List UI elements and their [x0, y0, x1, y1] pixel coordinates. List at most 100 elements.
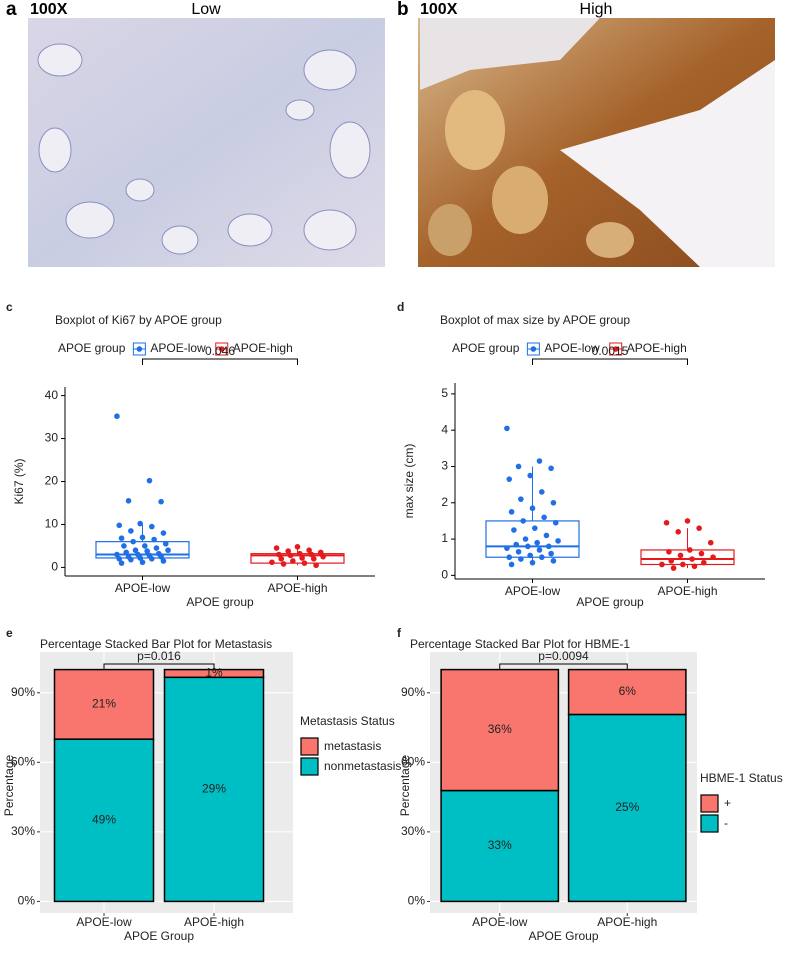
p-value: 0.046: [205, 344, 235, 358]
data-point: [280, 561, 287, 567]
y-tick-label: 0%: [18, 894, 36, 908]
data-point: [536, 547, 543, 553]
data-point: [527, 472, 533, 479]
image-panel-a: a 100X Low: [6, 0, 385, 267]
y-tick-label: 3: [441, 459, 448, 473]
data-point: [160, 530, 167, 536]
data-point: [139, 559, 146, 566]
data-point: [527, 552, 533, 559]
chart-title: Boxplot of max size by APOE group: [440, 313, 630, 327]
x-tick-label: APOE-low: [472, 915, 528, 929]
data-point: [162, 540, 169, 547]
y-axis-title: max size (cm): [402, 444, 416, 519]
tissue-texture: [420, 18, 775, 267]
data-point: [691, 563, 698, 570]
data-point: [663, 519, 670, 526]
data-point: [659, 561, 665, 568]
data-point: [285, 548, 292, 554]
value-label: 21%: [92, 697, 116, 711]
data-point: [276, 551, 282, 558]
data-point: [555, 538, 561, 544]
x-tick-label: APOE-low: [505, 584, 561, 598]
y-tick-label: 5: [441, 386, 448, 400]
y-tick-label: 90%: [401, 685, 425, 699]
legend-label: -: [724, 816, 728, 830]
x-axis-title: APOE group: [576, 595, 644, 609]
p-value: p=0.016: [137, 649, 181, 663]
data-point: [515, 548, 522, 555]
bar-segment: [567, 668, 687, 716]
y-tick-label: 20: [45, 474, 59, 488]
data-point: [158, 553, 164, 560]
legend-title: APOE group: [452, 341, 520, 355]
value-label: 36%: [488, 722, 512, 736]
legend-key-dot: [218, 346, 225, 352]
data-point: [299, 555, 305, 561]
data-point: [317, 549, 324, 556]
data-point: [308, 551, 315, 558]
data-point: [273, 545, 280, 551]
box: [485, 520, 580, 558]
image-label: High: [580, 1, 613, 18]
data-point: [306, 547, 312, 554]
data-point: [548, 465, 554, 472]
legend-title: HBME-1 Status: [700, 771, 783, 785]
y-tick-label: 30: [45, 431, 59, 445]
data-point: [550, 499, 557, 506]
image-label: Low: [191, 1, 221, 18]
p-value: 0.0015: [592, 344, 629, 358]
data-point: [287, 552, 294, 559]
data-point: [545, 543, 552, 550]
y-tick-label: 0: [51, 560, 58, 574]
y-tick-label: 60%: [401, 754, 425, 768]
legend-key-dot: [136, 346, 143, 352]
data-point: [144, 548, 150, 554]
data-point: [116, 556, 123, 562]
data-point: [137, 520, 143, 527]
data-point: [529, 559, 536, 566]
y-tick-label: 0%: [408, 894, 426, 908]
data-point: [123, 549, 130, 556]
data-point: [548, 550, 554, 557]
significance-bracket: [499, 663, 628, 670]
y-tick-label: 4: [441, 422, 448, 436]
data-point: [130, 538, 136, 545]
data-point: [269, 559, 275, 566]
data-point: [165, 547, 171, 554]
legend-key-dot: [530, 346, 537, 352]
value-label: 29%: [202, 782, 226, 796]
data-point: [504, 425, 510, 432]
significance-bracket: [532, 358, 688, 365]
tissue-texture: [37, 43, 371, 255]
y-axis-title: Percentage: [2, 754, 16, 816]
data-point: [160, 558, 167, 564]
data-point: [125, 498, 132, 504]
data-point: [666, 548, 672, 555]
data-point: [536, 458, 543, 464]
value-label: 49%: [92, 812, 116, 826]
panel-letter: d: [397, 300, 404, 314]
bar-segment: [163, 676, 265, 903]
data-point: [151, 536, 157, 543]
data-point: [539, 554, 545, 561]
x-tick-label: APOE-low: [76, 915, 132, 929]
magnification: 100X: [420, 1, 458, 18]
data-point: [687, 547, 693, 553]
data-point: [689, 556, 695, 562]
legend-label: +: [724, 796, 731, 810]
legend-title: APOE group: [58, 341, 126, 355]
chart-title: Percentage Stacked Bar Plot for Metastas…: [40, 637, 272, 651]
x-tick-label: APOE-low: [115, 581, 171, 595]
chart-title: Percentage Stacked Bar Plot for HBME-1: [410, 637, 630, 651]
legend-key-dot: [612, 346, 619, 352]
y-tick-label: 1: [441, 531, 448, 545]
data-point: [290, 558, 296, 564]
data-point: [320, 553, 326, 560]
data-point: [684, 518, 691, 524]
data-point: [541, 514, 547, 521]
legend-key: [300, 757, 319, 776]
x-axis-title: APOE Group: [528, 929, 598, 943]
x-axis-title: APOE group: [186, 595, 254, 609]
data-point: [132, 547, 139, 554]
